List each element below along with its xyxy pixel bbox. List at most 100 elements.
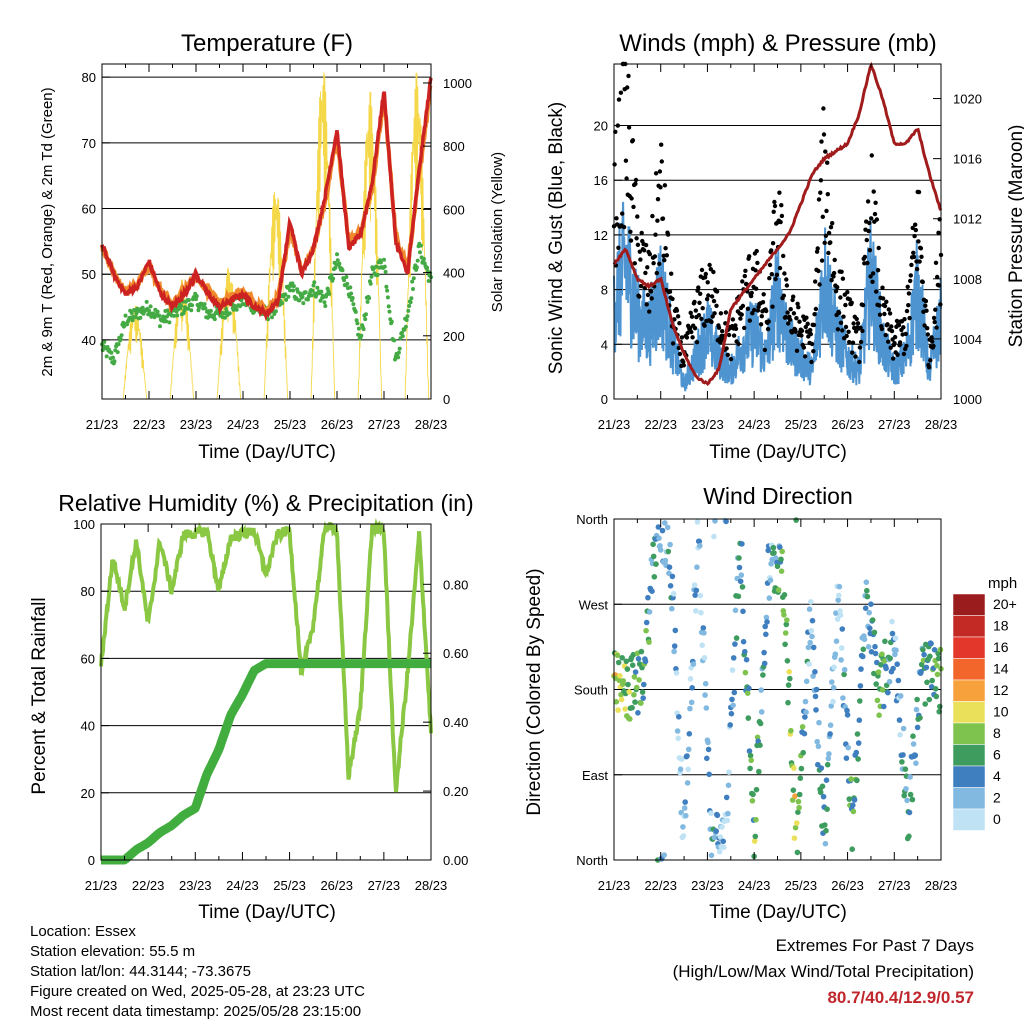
- dewpoint-point: [409, 296, 414, 301]
- direction-point: [719, 824, 725, 830]
- x-tick-label: 21/23: [85, 878, 118, 893]
- direction-point: [667, 583, 674, 589]
- gust-point: [628, 238, 634, 243]
- gust-point: [765, 326, 771, 332]
- gust-point: [653, 171, 659, 176]
- direction-point: [917, 715, 923, 721]
- gust-point: [672, 317, 677, 322]
- dewpoint-point: [227, 311, 232, 316]
- gust-point: [709, 294, 715, 299]
- dewpoint-point: [315, 285, 320, 290]
- direction-point: [932, 686, 939, 692]
- direction-point: [784, 658, 791, 664]
- dewpoint-point: [115, 350, 120, 355]
- gust-point: [908, 273, 913, 278]
- direction-point: [923, 664, 930, 671]
- extremes-subtitle: (High/Low/Max Wind/Total Precipitation): [672, 962, 974, 981]
- gust-point: [681, 363, 686, 368]
- y-tick-label: 60: [82, 202, 96, 217]
- dewpoint-point: [350, 296, 355, 300]
- dewpoint-point: [418, 243, 423, 248]
- direction-point: [779, 548, 785, 555]
- gust-point: [753, 286, 759, 291]
- legend-swatch: [952, 787, 986, 810]
- dewpoint-point: [405, 314, 410, 319]
- gust-point: [936, 230, 941, 235]
- gust-point: [752, 307, 757, 313]
- gust-point: [903, 331, 908, 337]
- direction-point: [774, 563, 781, 570]
- gust-point: [925, 326, 930, 331]
- direction-gridlines: [614, 518, 941, 861]
- direction-point: [794, 849, 801, 856]
- gust-point: [755, 260, 760, 266]
- direction-point: [782, 630, 789, 636]
- gust-point: [904, 308, 910, 314]
- gust-point: [872, 211, 878, 217]
- y-tick-label: 50: [82, 267, 96, 282]
- winds-marks: [611, 61, 944, 392]
- extremes-box: Extremes For Past 7 Days (High/Low/Max W…: [673, 933, 974, 1011]
- gust-point: [692, 326, 698, 331]
- direction-point: [879, 651, 885, 657]
- dewpoint-point: [340, 268, 345, 273]
- direction-point: [819, 783, 826, 790]
- direction-title: Wind Direction: [703, 483, 853, 509]
- direction-point: [913, 706, 920, 713]
- station-elevation: Station elevation: 55.5 m: [30, 943, 196, 960]
- gust-point: [797, 319, 802, 324]
- dewpoint-point: [223, 315, 227, 320]
- gust-point: [645, 265, 650, 270]
- direction-point: [690, 661, 697, 667]
- direction-point: [835, 597, 841, 603]
- gust-point: [764, 308, 769, 314]
- gust-point: [772, 203, 778, 209]
- y2-tick-label: 1020: [953, 92, 982, 107]
- direction-axes: North East South West North 21/23 22/23 23/23 24…: [574, 512, 957, 893]
- dewpoint-point: [234, 307, 239, 312]
- gust-point: [714, 303, 719, 308]
- gust-point: [879, 326, 885, 332]
- y2-tick-label: 600: [443, 202, 465, 217]
- direction-point: [711, 533, 717, 540]
- direction-point: [726, 769, 732, 775]
- direction-point: [669, 605, 675, 612]
- direction-point: [713, 828, 719, 834]
- direction-point: [725, 782, 732, 789]
- gust-point: [886, 339, 891, 344]
- gust-point: [801, 345, 807, 350]
- gust-point: [758, 322, 764, 327]
- direction-point: [910, 741, 917, 747]
- direction-point: [844, 707, 850, 714]
- station-info: Location: Essex Station elevation: 55.5 …: [30, 922, 365, 1022]
- gust-point: [725, 352, 730, 358]
- gust-point: [777, 190, 782, 195]
- y2-tick-label: 1016: [953, 152, 982, 167]
- gust-point: [782, 271, 787, 276]
- dewpoint-point: [158, 324, 162, 329]
- x-tick-label: 26/23: [831, 417, 864, 432]
- gust-point: [670, 341, 676, 346]
- direction-marks: [611, 517, 944, 863]
- dewpoint-point: [286, 294, 291, 299]
- direction-point: [892, 635, 899, 641]
- direction-point: [881, 658, 888, 664]
- direction-point: [701, 630, 707, 636]
- dewpoint-point: [102, 339, 107, 344]
- gust-point: [743, 268, 748, 273]
- direction-point: [798, 765, 805, 772]
- dewpoint-point: [165, 308, 170, 313]
- direction-point: [918, 668, 924, 675]
- gust-point: [697, 300, 702, 305]
- extremes-title: Extremes For Past 7 Days: [775, 936, 974, 955]
- direction-point: [829, 679, 835, 685]
- direction-point: [791, 765, 797, 771]
- direction-point: [787, 675, 793, 682]
- direction-point: [744, 690, 751, 696]
- x-tick-label: 23/23: [691, 417, 724, 432]
- direction-point: [810, 673, 816, 679]
- direction-point: [840, 695, 846, 701]
- direction-point: [864, 593, 871, 600]
- direction-point: [815, 743, 822, 750]
